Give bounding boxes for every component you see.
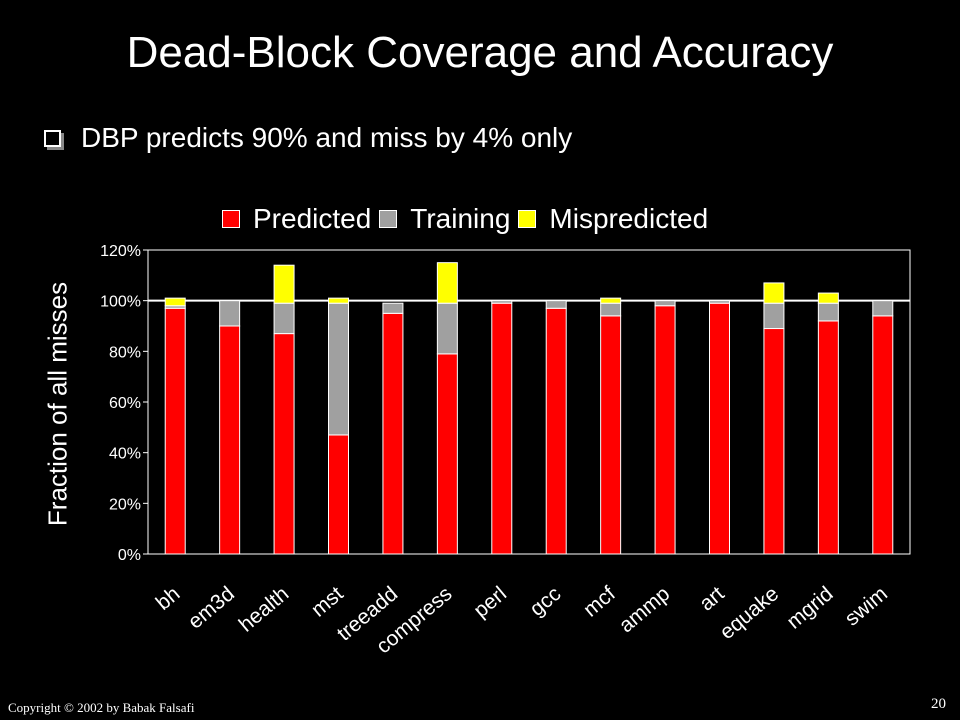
y-tick-label: 0%: [118, 547, 141, 564]
bar-training-swim: [872, 300, 894, 317]
y-tick-label: 40%: [109, 446, 141, 463]
copyright-footer: Copyright © 2002 by Babak Falsafi: [8, 700, 195, 715]
chart-legend: Predicted Training Mispredicted: [222, 203, 716, 235]
legend-label-predicted: Predicted: [253, 203, 372, 234]
legend-item-mispredicted: Mispredicted: [518, 203, 708, 235]
bar-mispredicted-compress: [436, 262, 458, 304]
bar-predicted-equake: [763, 328, 785, 555]
bar-predicted-mst: [328, 434, 349, 555]
bar-training-treeadd: [382, 302, 404, 314]
slide-title: Dead-Block Coverage and Accuracy: [126, 28, 834, 77]
checkbox-bullet-icon: [44, 129, 61, 147]
x-tick-label: mcf: [579, 582, 620, 621]
legend-swatch-predicted: [222, 210, 240, 228]
bar-training-art: [709, 300, 730, 304]
bar-training-mst: [328, 302, 349, 436]
bar-training-gcc: [545, 300, 567, 309]
legend-item-training: Training: [379, 203, 510, 235]
bar-predicted-health: [273, 333, 295, 555]
bar-training-mcf: [600, 302, 622, 317]
bar-training-health: [273, 302, 295, 335]
legend-item-predicted: Predicted: [222, 203, 371, 235]
bar-mispredicted-bh: [164, 297, 186, 307]
bar-training-em3d: [219, 300, 241, 327]
bar-training-compress: [436, 302, 458, 355]
bar-predicted-mgrid: [817, 320, 839, 555]
x-tick-label: mst: [307, 582, 348, 621]
x-tick-label: swim: [841, 582, 892, 630]
bar-predicted-ammp: [654, 305, 676, 555]
x-tick-label: perl: [469, 582, 511, 622]
x-tick-label: health: [235, 582, 294, 636]
x-tick-label: gcc: [526, 582, 566, 621]
y-tick-label: 100%: [100, 294, 141, 311]
bar-mispredicted-equake: [763, 282, 785, 304]
bar-mispredicted-mst: [328, 297, 349, 304]
x-tick-label: equake: [716, 582, 784, 644]
y-tick-label: 80%: [109, 344, 141, 361]
page-number: 20: [931, 696, 946, 712]
x-tick-label: em3d: [184, 582, 239, 633]
bar-predicted-compress: [436, 353, 458, 555]
bar-mispredicted-mgrid: [817, 292, 839, 304]
bar-predicted-bh: [164, 307, 186, 555]
bar-training-perl: [491, 300, 513, 304]
bar-predicted-treeadd: [382, 312, 404, 555]
legend-swatch-mispredicted: [518, 210, 537, 228]
y-tick-label: 20%: [109, 496, 141, 513]
x-tick-label: bh: [152, 582, 185, 615]
y-tick-label: 120%: [100, 243, 141, 260]
bar-mispredicted-health: [273, 264, 295, 304]
bar-predicted-mcf: [600, 315, 622, 555]
y-tick-label: 60%: [109, 395, 141, 412]
x-tick-label: ammp: [615, 582, 674, 637]
bar-predicted-em3d: [219, 325, 241, 555]
legend-swatch-training: [379, 210, 398, 228]
plot-area: [147, 249, 911, 555]
bar-training-equake: [763, 302, 785, 330]
bullet-point: DBP predicts 90% and miss by 4% only: [44, 122, 572, 154]
legend-label-mispredicted: Mispredicted: [549, 203, 709, 234]
bar-predicted-art: [709, 302, 730, 555]
x-tick-label: art: [695, 582, 729, 615]
bar-training-ammp: [654, 300, 676, 307]
bar-predicted-perl: [491, 302, 513, 555]
x-tick-label: mgrid: [783, 582, 838, 633]
bar-mispredicted-mcf: [600, 297, 622, 304]
bar-training-mgrid: [817, 302, 839, 322]
bar-predicted-gcc: [545, 307, 567, 555]
bar-predicted-swim: [872, 315, 894, 555]
bullet-text: DBP predicts 90% and miss by 4% only: [81, 122, 573, 153]
legend-label-training: Training: [410, 203, 511, 234]
